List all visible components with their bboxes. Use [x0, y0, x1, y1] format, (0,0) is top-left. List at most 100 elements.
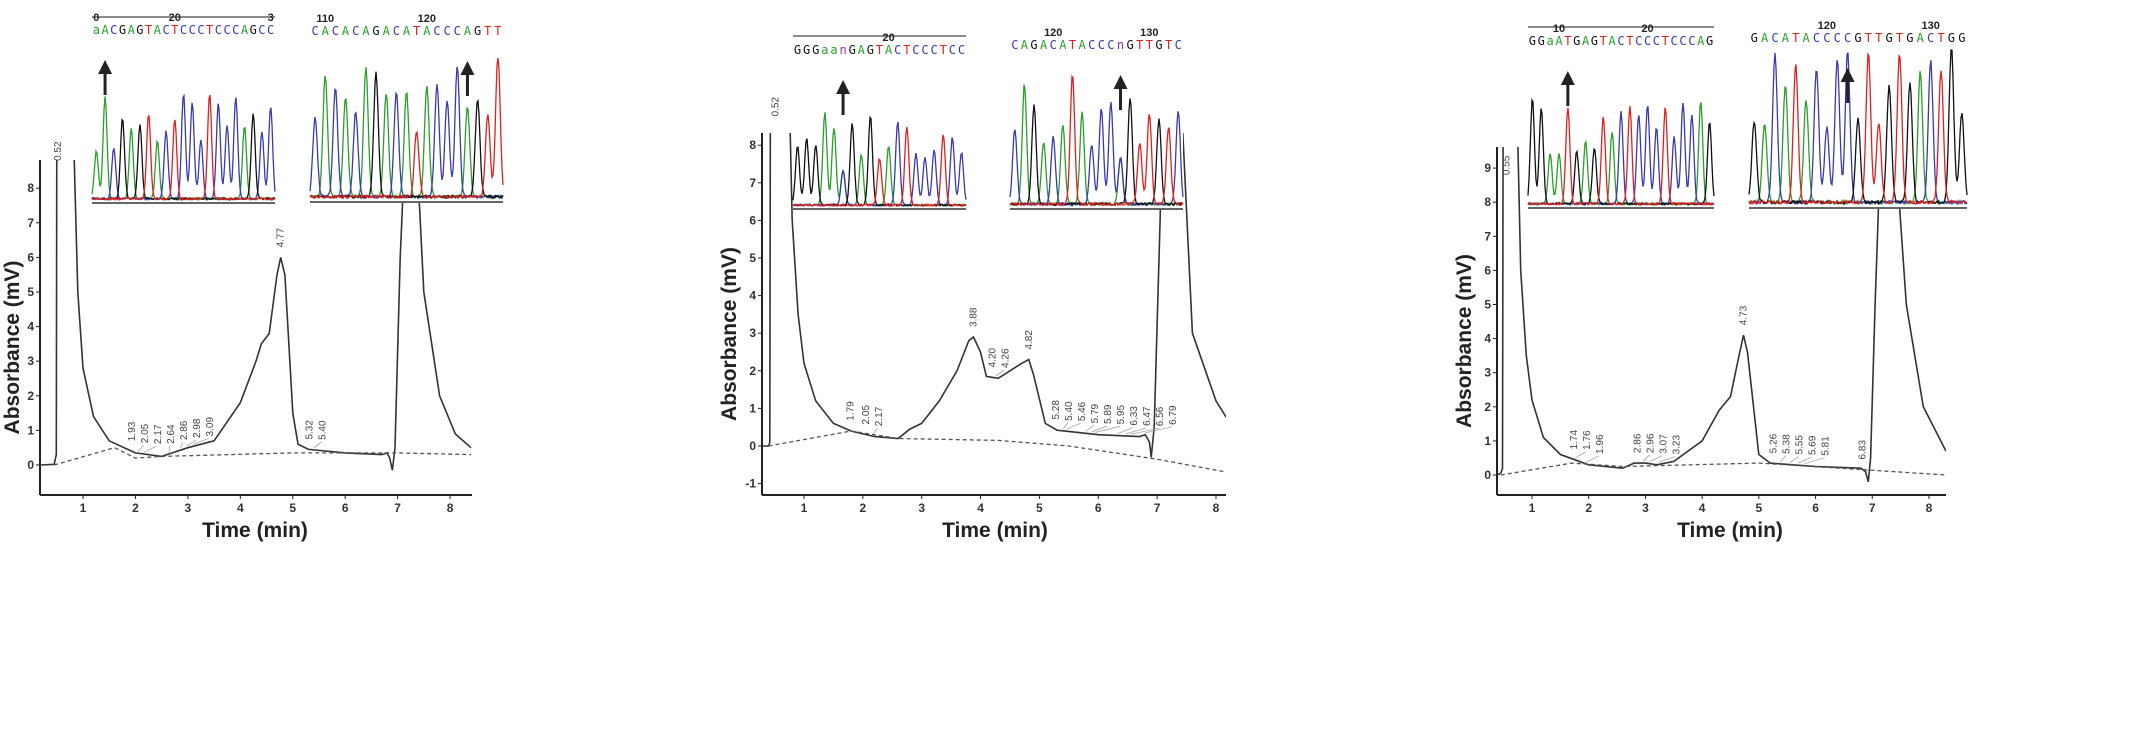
y-tick-label: 1: [1484, 434, 1491, 448]
peak-label: 4.82: [1024, 330, 1035, 350]
base-call: T: [206, 23, 213, 37]
peak-label: 5.55: [1795, 435, 1806, 455]
base-call: A: [1697, 34, 1705, 48]
peak-label: 5.69: [1808, 435, 1819, 455]
base-call: G: [849, 43, 856, 57]
x-tick-label: 1: [80, 501, 87, 515]
sequence-trace-inset: 0 20 3a A C G A G T A C T C C C T C C C A G C C: [91, 12, 276, 204]
y-tick-label: -1: [745, 477, 756, 491]
peak-label: 5.40: [318, 420, 329, 440]
base-call: G: [1886, 31, 1893, 45]
peak-label: 2.05: [861, 405, 872, 425]
base-call: C: [180, 23, 187, 37]
base-call: G: [1751, 31, 1758, 45]
base-call: A: [1609, 34, 1617, 48]
trace-t: [1527, 106, 1715, 207]
peak-label-leader: [1117, 427, 1134, 434]
base-call: C: [189, 23, 196, 37]
trace-t: [1009, 74, 1184, 207]
ruler-label: 20: [1641, 23, 1653, 35]
peak-label-leader: [1062, 422, 1069, 430]
base-call: G: [1958, 31, 1965, 45]
base-call: C: [197, 23, 204, 37]
y-tick-label: 3: [1484, 366, 1491, 380]
base-call: n: [839, 43, 846, 57]
chromatogram-panel-2: 1 2 3 4 5 6 7 8 -1 0 1 2 3 4 5 6 7 8 Time (min) Absorbance …: [718, 27, 1226, 542]
y-tick-label: 2: [749, 364, 756, 378]
trace-a: [309, 67, 504, 200]
base-call: A: [464, 24, 472, 38]
base-call: G: [1030, 38, 1037, 52]
base-call: A: [403, 24, 411, 38]
x-tick-label: 3: [185, 501, 192, 515]
x-tick-label: 3: [918, 501, 925, 515]
peak-label-leader: [192, 438, 209, 445]
base-call: A: [1802, 31, 1810, 45]
y-tick-label: 2: [1484, 400, 1491, 414]
trace-t: [91, 94, 276, 202]
base-call: C: [1671, 34, 1678, 48]
base-call: C: [931, 43, 938, 57]
inset-background: [1010, 29, 1183, 210]
ruler-label: 10: [1553, 23, 1565, 35]
base-call: G: [803, 43, 810, 57]
peak-label: 5.81: [1821, 436, 1832, 456]
y-tick-label: 5: [749, 251, 756, 265]
y-tick-label: 7: [27, 216, 34, 230]
y-tick-label: 8: [27, 181, 34, 195]
arrow-up-icon: [98, 60, 113, 95]
peak-label-leader: [1095, 426, 1120, 433]
base-call: C: [894, 43, 901, 57]
base-call: a: [830, 43, 837, 57]
y-tick-label: 2: [27, 389, 34, 403]
base-call: G: [1706, 34, 1713, 48]
base-call: A: [241, 23, 249, 37]
peak-label: 2.17: [874, 406, 885, 426]
y-tick-label: 5: [27, 285, 34, 299]
arrow-up-icon: [1840, 68, 1855, 103]
peak-label: 3.09: [205, 417, 216, 437]
base-call: G: [372, 24, 379, 38]
baseline-series: [1500, 462, 1946, 476]
peak-label: 0.52: [53, 141, 64, 161]
base-call: G: [1155, 38, 1162, 52]
peak-label: 5.26: [1769, 433, 1780, 453]
base-call: A: [858, 43, 866, 57]
peak-label-leader: [1804, 457, 1825, 465]
peak-label: 1.76: [1582, 430, 1593, 450]
base-call: G: [1854, 31, 1861, 45]
y-axis-label: Absorbance (mV): [1, 261, 24, 435]
peak-label-leader: [137, 444, 145, 452]
x-tick-label: 1: [1529, 501, 1536, 515]
base-call: C: [1834, 31, 1841, 45]
x-tick-label: 7: [394, 501, 401, 515]
x-tick-label: 7: [1869, 501, 1876, 515]
peak-label: 2.96: [1645, 433, 1656, 453]
x-tick-label: 5: [289, 501, 296, 515]
peak-label: 2.86: [1632, 433, 1643, 453]
base-call: C: [1011, 38, 1018, 52]
base-call: C: [393, 24, 400, 38]
base-call: C: [162, 23, 169, 37]
peak-label: 3.88: [968, 307, 979, 327]
x-tick-label: 4: [977, 501, 984, 515]
peak-label: 6.83: [1858, 440, 1869, 460]
peak-label: 0.55: [1501, 155, 1512, 175]
ruler-label: 0: [93, 12, 99, 24]
base-call: T: [484, 24, 491, 38]
baseline-series: [54, 447, 472, 466]
x-tick-label: 6: [1812, 501, 1819, 515]
peak-label: 1.74: [1569, 430, 1580, 450]
base-call: C: [110, 23, 117, 37]
x-tick-label: 6: [1095, 501, 1102, 515]
base-call: n: [1117, 38, 1124, 52]
inset-background: [92, 14, 275, 204]
base-call: C: [267, 23, 274, 37]
base-call: A: [1040, 38, 1048, 52]
x-tick-label: 4: [1699, 501, 1706, 515]
base-call: A: [1059, 38, 1067, 52]
